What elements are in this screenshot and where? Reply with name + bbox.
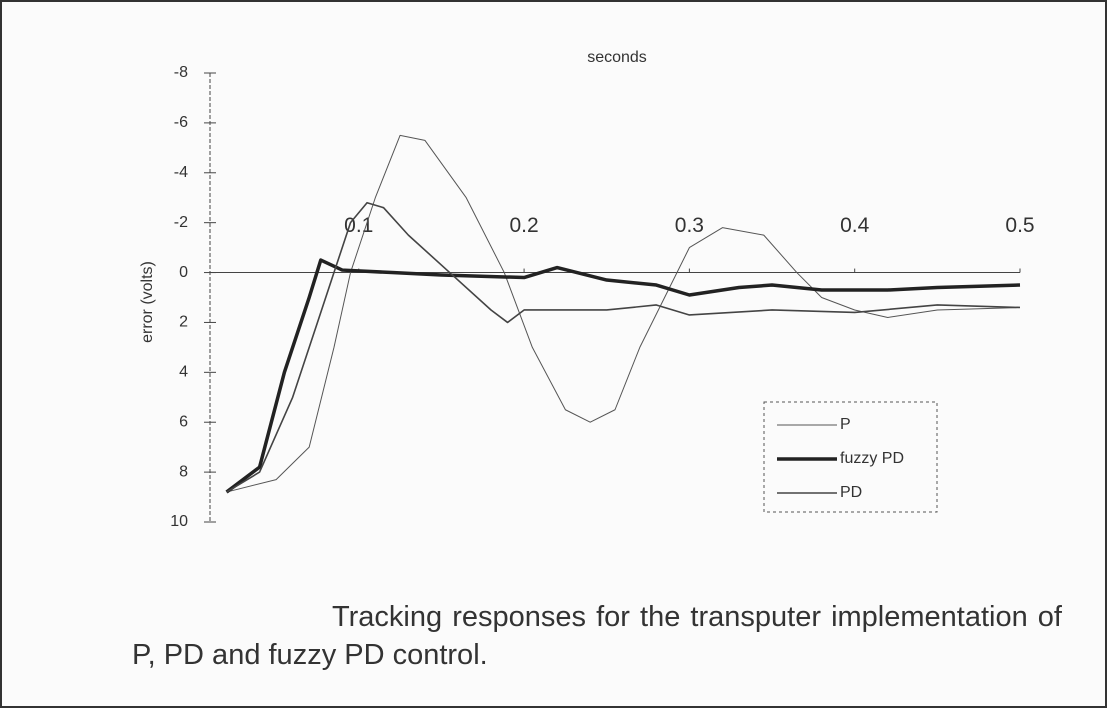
y-tick-label: -6 — [174, 114, 188, 131]
y-tick-label: 4 — [179, 364, 188, 381]
legend-box — [763, 401, 938, 513]
y-tick-label: -2 — [174, 214, 188, 231]
series-line — [225, 258, 1021, 494]
y-tick-label: 8 — [179, 463, 188, 480]
x-tick-label: 0.2 — [509, 214, 538, 237]
x-tick-label: 0.3 — [675, 214, 704, 237]
caption: Tracking responses for the transputer im… — [132, 601, 1062, 671]
x-tick-label: 0.4 — [840, 214, 870, 237]
x-tick-label: 0.1 — [344, 214, 373, 237]
y-tick-label: 10 — [170, 513, 188, 530]
x-axis-label: seconds — [587, 49, 647, 66]
y-tick-label: 0 — [179, 264, 188, 281]
chart: seconds error (volts) -8 -6 -4 -2 0 2 4 6 8 10 0.1… — [139, 49, 1034, 530]
y-axis-label: error (volts) — [139, 261, 156, 343]
legend-label: P — [840, 416, 851, 433]
x-tick-label: 0.5 — [1005, 214, 1034, 237]
series-line — [226, 201, 1021, 493]
legend-label: fuzzy PD — [840, 450, 904, 467]
y-tick-label: 2 — [179, 314, 188, 331]
y-tick-label: 6 — [179, 413, 188, 430]
series-line — [226, 134, 1021, 493]
y-tick-label: -8 — [174, 64, 188, 81]
y-tick-label: -4 — [174, 164, 188, 181]
legend-label: PD — [840, 484, 862, 501]
